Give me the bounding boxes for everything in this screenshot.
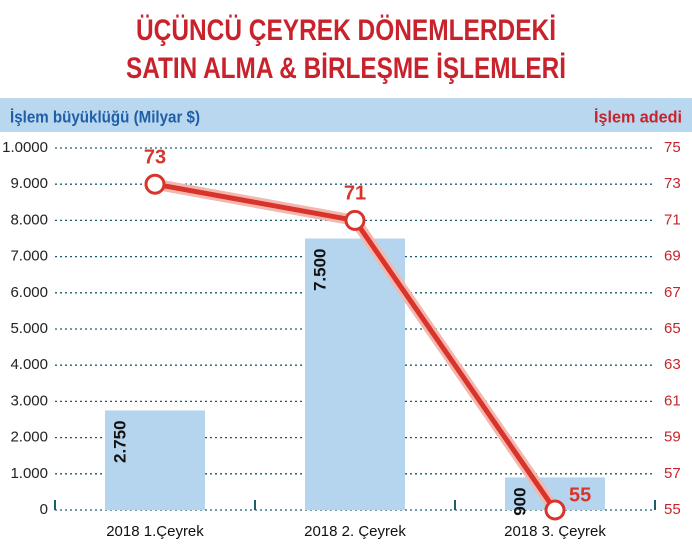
y2-tick-label: 69 [664,248,681,265]
bar-value-label: 2.750 [110,420,129,463]
y2-tick-label: 55 [664,501,681,518]
y2-tick-label: 75 [664,139,681,156]
bar-value-label: 900 [510,487,529,515]
line-value-label: 71 [344,183,366,205]
chart-subtitle: SATIN ALMA & BİRLEŞME İŞLEMLERİ [126,52,566,85]
bar-value-label: 7.500 [310,249,329,292]
y-axis-label: İşlem büyüklüğü (Milyar $) [10,107,200,126]
chart-title: ÜÇÜNCÜ ÇEYREK DÖNEMLERDEKİ [136,14,556,47]
y-tick-label: 3.000 [10,392,48,409]
bar [305,238,405,510]
y-tick-label: 2.000 [10,429,48,446]
y2-tick-label: 59 [664,429,681,446]
axis-ticks [54,500,656,510]
y-tick-label: 9.000 [10,175,48,192]
y2-tick-label: 73 [664,175,681,192]
line-value-label: 73 [144,146,166,168]
y-tick-label: 0 [40,501,48,518]
y-tick-label: 1.0000 [2,139,48,156]
line-value-label: 55 [569,484,591,506]
y-tick-label: 1.000 [10,465,48,482]
y-tick-label: 4.000 [10,356,48,373]
x-tick-label: 2018 3. Çeyrek [504,523,606,540]
x-tick-label: 2018 2. Çeyrek [304,523,406,540]
y2-tick-label: 71 [664,211,681,228]
line-point [544,499,566,521]
y2-tick-label: 63 [664,356,681,373]
x-tick-label: 2018 1.Çeyrek [106,523,204,540]
header-band [0,98,692,132]
bar [105,410,205,510]
y2-tick-label: 61 [664,392,681,409]
line-point [344,209,366,231]
y2-tick-label: 65 [664,320,681,337]
line-point [144,173,166,195]
y2-tick-label: 57 [664,465,681,482]
y2-tick-label: 67 [664,284,681,301]
y-tick-label: 5.000 [10,320,48,337]
y-tick-label: 7.000 [10,248,48,265]
y-tick-label: 6.000 [10,284,48,301]
y2-axis-label: İşlem adedi [594,107,682,126]
y-tick-label: 8.000 [10,211,48,228]
